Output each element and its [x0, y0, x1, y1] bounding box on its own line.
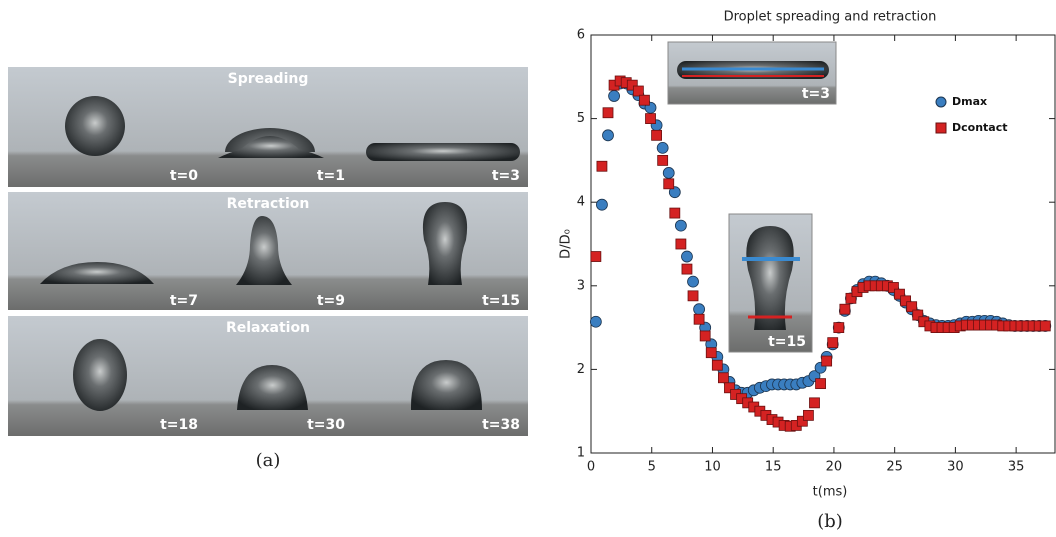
data-point [608, 90, 620, 102]
plot: 0 5 10 15 20 25 30 35 1 2 3 4 5 6 t=3 t=15 Dmax Dcontact [577, 28, 1056, 475]
time-label: t=38 [482, 417, 520, 433]
data-point [803, 409, 814, 421]
data-point [662, 167, 675, 179]
data-point [651, 129, 662, 141]
y-tick-label: 1 [577, 446, 585, 461]
data-point [668, 186, 681, 199]
panel-title: Retraction [227, 196, 310, 212]
time-label: t=7 [170, 293, 198, 309]
data-point [602, 129, 614, 142]
data-point [596, 198, 608, 211]
data-point [669, 207, 681, 219]
time-label: t=15 [482, 293, 520, 309]
time-label: t=9 [317, 293, 345, 309]
data-point [589, 315, 602, 328]
data-point [888, 282, 899, 293]
data-point [906, 301, 918, 313]
plot-frame [590, 34, 1056, 454]
y-axis-label: D/D₀ [559, 229, 574, 259]
data-point [894, 288, 905, 300]
data-point [656, 141, 669, 154]
legend-label: Dmax [952, 95, 987, 108]
photo-strip [8, 316, 528, 436]
data-point [645, 113, 656, 124]
data-point [693, 313, 705, 325]
x-tick-label: 20 [826, 460, 843, 475]
data-point [675, 238, 687, 250]
time-label: t=18 [160, 417, 198, 433]
y-tick-label: 6 [577, 28, 585, 43]
inset-label: t=15 [768, 334, 806, 350]
data-point [705, 347, 717, 359]
y-tick-label: 5 [577, 111, 585, 126]
y-tick-label: 4 [577, 195, 585, 210]
data-point [809, 397, 820, 409]
legend-label: Dcontact [952, 121, 1008, 134]
time-label: t=30 [307, 417, 345, 433]
data-point [639, 94, 650, 106]
y-tick-label: 2 [577, 362, 585, 377]
data-point [815, 378, 826, 390]
chart-title: Droplet spreading and retraction [724, 10, 937, 25]
data-point [827, 337, 839, 349]
data-point [596, 160, 608, 172]
data-point [687, 290, 699, 302]
time-label: t=1 [317, 168, 345, 184]
data-point [717, 372, 729, 384]
data-point [681, 263, 693, 275]
caption: (b) [817, 511, 843, 532]
photo-strip [8, 67, 528, 187]
inset-label: t=3 [802, 86, 830, 102]
data-point [590, 251, 602, 262]
x-tick-label: 15 [765, 460, 782, 475]
caption: (a) [256, 450, 281, 471]
legend-marker [935, 122, 947, 134]
x-axis-label: t(ms) [813, 485, 848, 500]
time-label: t=0 [170, 168, 198, 184]
data-point [900, 295, 911, 307]
data-point [821, 355, 833, 367]
data-point [833, 322, 845, 334]
data-point [663, 178, 675, 190]
data-point [626, 79, 638, 91]
legend-marker [935, 96, 947, 108]
data-point [699, 330, 711, 342]
x-tick-label: 35 [1008, 460, 1025, 475]
data-point [845, 292, 857, 304]
data-point [711, 359, 723, 371]
data-point [724, 382, 735, 394]
data-point [681, 250, 693, 263]
x-tick-label: 0 [587, 460, 595, 475]
time-label: t=3 [492, 168, 520, 184]
data-point [839, 303, 851, 315]
data-point [657, 154, 669, 166]
panel-title: Spreading [228, 71, 309, 87]
panel-title: Relaxation [226, 320, 310, 336]
data-point [632, 85, 644, 97]
y-tick-label: 3 [577, 278, 585, 293]
x-tick-label: 30 [947, 460, 964, 475]
data-point [796, 415, 808, 427]
data-point [1039, 320, 1051, 332]
data-point [602, 107, 614, 119]
x-tick-label: 5 [648, 460, 656, 475]
photo-labels: Spreading t=0 t=1 t=3 Retraction t=7 t=9 t=15 Re… [160, 71, 520, 433]
data-point [693, 303, 706, 316]
inset-drop [746, 226, 794, 330]
data-point [912, 309, 924, 321]
x-tick-label: 25 [886, 460, 903, 475]
data-point [674, 219, 687, 232]
photo-strip [8, 192, 528, 310]
x-tick-label: 10 [704, 460, 721, 475]
data-point [687, 275, 699, 288]
